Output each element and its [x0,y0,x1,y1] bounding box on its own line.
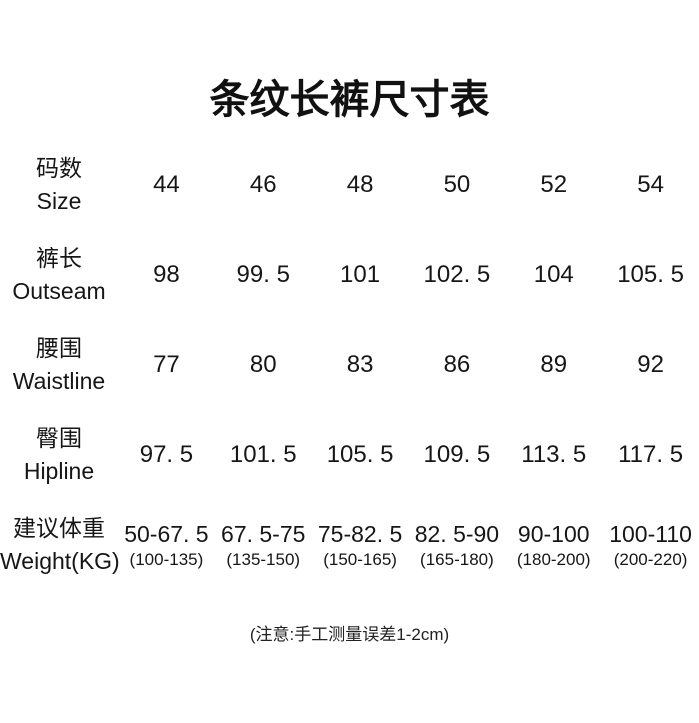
measurement-note: (注意:手工测量误差1-2cm) [249,625,450,644]
cell-value: 75-82. 5 (150-165) [312,520,409,571]
cell-value: 99. 5 [236,261,290,288]
cell-value: 101. 5 [229,441,297,468]
cell-value: 86 [443,351,471,378]
weight-range-kg: 50-67. 5 [124,520,209,547]
table-row-weight: 建议体重 Weight(KG) 50-67. 5 (100-135) 67. 5… [0,500,699,590]
cell-value: 48 [346,171,374,198]
cell-value: 50 [443,171,471,198]
cell-value: 101 [340,261,381,288]
cell-value: 109. 5 [423,441,491,468]
weight-range-jin: (200-220) [613,549,688,569]
cell-value: 44 [153,171,180,198]
cell-value: 102. 5 [423,261,491,288]
weight-range-kg: 90-100 [517,520,590,547]
cell-value: 98 [153,261,180,288]
row-label-en: Hipline [23,458,95,484]
table-row-waistline: 腰围 Waistline 77 80 83 86 89 92 [0,320,699,410]
table-row-outseam: 裤长 Outseam 98 99. 5 101 102. 5 104 105. … [0,230,699,320]
weight-range-jin: (135-150) [226,549,301,569]
row-label: 臀围 Hipline [0,422,118,488]
cell-value: 117. 5 [618,441,684,468]
row-label: 建议体重 Weight(KG) [0,512,120,578]
row-label: 裤长 Outseam [0,242,118,308]
cell-value: 105. 5 [326,441,394,468]
weight-range-jin: (100-135) [129,549,204,569]
weight-range-kg: 82. 5-90 [414,520,500,547]
cell-value: 52 [540,171,568,198]
cell-value: 83 [346,351,374,378]
cell-value: 90-100 (180-200) [505,520,602,571]
table-row-size: 码数 Size 44 46 48 50 52 54 [0,140,699,230]
row-label-cn: 裤长 [36,245,82,271]
cell-value: 97. 5 [139,441,194,468]
row-label-cn: 腰围 [36,335,82,361]
row-label-en: Waistline [12,368,106,394]
weight-range-jin: (150-165) [323,549,397,569]
cell-value: 100-110 (200-220) [602,520,699,571]
cell-value: 82. 5-90 (165-180) [409,520,506,571]
row-label-cn: 建议体重 [13,515,105,541]
cell-value: 104 [533,261,574,288]
cell-value: 105. 5 [617,261,684,288]
row-label-en: Weight(KG) [0,548,120,574]
cell-value: 92 [637,351,664,378]
cell-value: 46 [249,171,277,198]
size-table: 码数 Size 44 46 48 50 52 54 裤长 Outseam 98 … [0,140,699,590]
row-label-en: Size [36,188,82,214]
row-label-en: Outseam [12,278,106,304]
weight-range-kg: 67. 5-75 [221,520,306,547]
cell-value: 50-67. 5 (100-135) [118,520,215,571]
weight-range-kg: 100-110 [609,520,692,547]
cell-value: 89 [540,351,568,378]
cell-value: 80 [249,351,277,378]
weight-range-kg: 75-82. 5 [317,520,403,547]
page-title: 条纹长裤尺寸表 [209,78,490,122]
weight-range-jin: (180-200) [516,549,591,569]
table-row-hipline: 臀围 Hipline 97. 5 101. 5 105. 5 109. 5 11… [0,410,699,500]
row-label-cn: 臀围 [36,425,82,451]
row-label-cn: 码数 [36,155,82,181]
row-label: 腰围 Waistline [0,332,118,398]
cell-value: 77 [153,351,180,378]
cell-value: 67. 5-75 (135-150) [215,520,312,571]
cell-value: 54 [637,171,664,198]
row-label: 码数 Size [0,152,118,218]
cell-value: 113. 5 [521,441,587,468]
weight-range-jin: (165-180) [420,549,494,569]
